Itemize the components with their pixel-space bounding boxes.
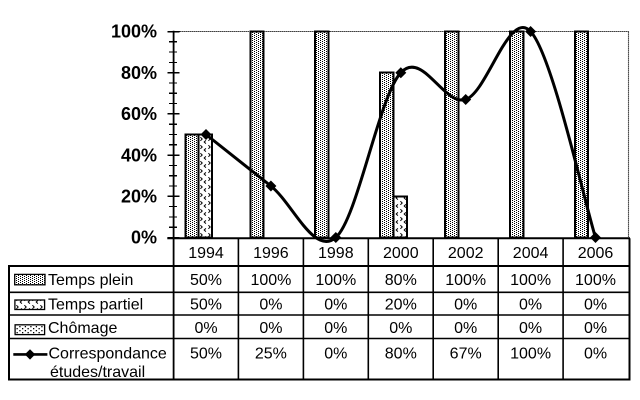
svg-text:67%: 67% bbox=[450, 345, 482, 362]
svg-text:0%: 0% bbox=[324, 320, 347, 337]
svg-text:0%: 0% bbox=[259, 320, 282, 337]
svg-text:50%: 50% bbox=[190, 272, 222, 289]
svg-text:Temps plein: Temps plein bbox=[48, 272, 133, 289]
svg-text:0%: 0% bbox=[584, 320, 607, 337]
svg-text:0%: 0% bbox=[194, 320, 217, 337]
svg-text:2000: 2000 bbox=[383, 245, 419, 262]
svg-text:80%: 80% bbox=[385, 345, 417, 362]
svg-text:2004: 2004 bbox=[513, 245, 549, 262]
svg-text:20%: 20% bbox=[121, 187, 157, 207]
svg-text:0%: 0% bbox=[131, 228, 157, 248]
svg-text:Correspondance: Correspondance bbox=[49, 345, 167, 362]
svg-text:100%: 100% bbox=[575, 272, 616, 289]
svg-text:0%: 0% bbox=[324, 345, 347, 362]
svg-text:0%: 0% bbox=[259, 296, 282, 313]
svg-text:1998: 1998 bbox=[318, 245, 354, 262]
svg-text:50%: 50% bbox=[190, 296, 222, 313]
svg-text:80%: 80% bbox=[385, 272, 417, 289]
svg-text:études/travail: études/travail bbox=[50, 364, 145, 381]
svg-text:1996: 1996 bbox=[253, 245, 289, 262]
svg-text:60%: 60% bbox=[121, 104, 157, 124]
svg-text:20%: 20% bbox=[385, 296, 417, 313]
svg-text:100%: 100% bbox=[445, 272, 486, 289]
svg-text:100%: 100% bbox=[250, 272, 291, 289]
svg-text:50%: 50% bbox=[190, 345, 222, 362]
svg-text:Chômage: Chômage bbox=[48, 320, 117, 337]
svg-text:0%: 0% bbox=[519, 296, 542, 313]
svg-text:0%: 0% bbox=[584, 345, 607, 362]
svg-text:80%: 80% bbox=[121, 63, 157, 83]
svg-text:100%: 100% bbox=[510, 272, 551, 289]
svg-text:25%: 25% bbox=[255, 345, 287, 362]
svg-text:0%: 0% bbox=[584, 296, 607, 313]
svg-text:1994: 1994 bbox=[188, 245, 224, 262]
svg-text:0%: 0% bbox=[519, 320, 542, 337]
svg-text:Temps partiel: Temps partiel bbox=[48, 296, 143, 313]
svg-text:100%: 100% bbox=[315, 272, 356, 289]
svg-text:0%: 0% bbox=[389, 320, 412, 337]
svg-text:0%: 0% bbox=[324, 296, 347, 313]
svg-text:100%: 100% bbox=[111, 22, 157, 42]
svg-text:2002: 2002 bbox=[448, 245, 484, 262]
svg-text:2006: 2006 bbox=[578, 245, 614, 262]
svg-text:0%: 0% bbox=[454, 296, 477, 313]
svg-text:100%: 100% bbox=[510, 345, 551, 362]
svg-text:40%: 40% bbox=[121, 145, 157, 165]
svg-text:0%: 0% bbox=[454, 320, 477, 337]
